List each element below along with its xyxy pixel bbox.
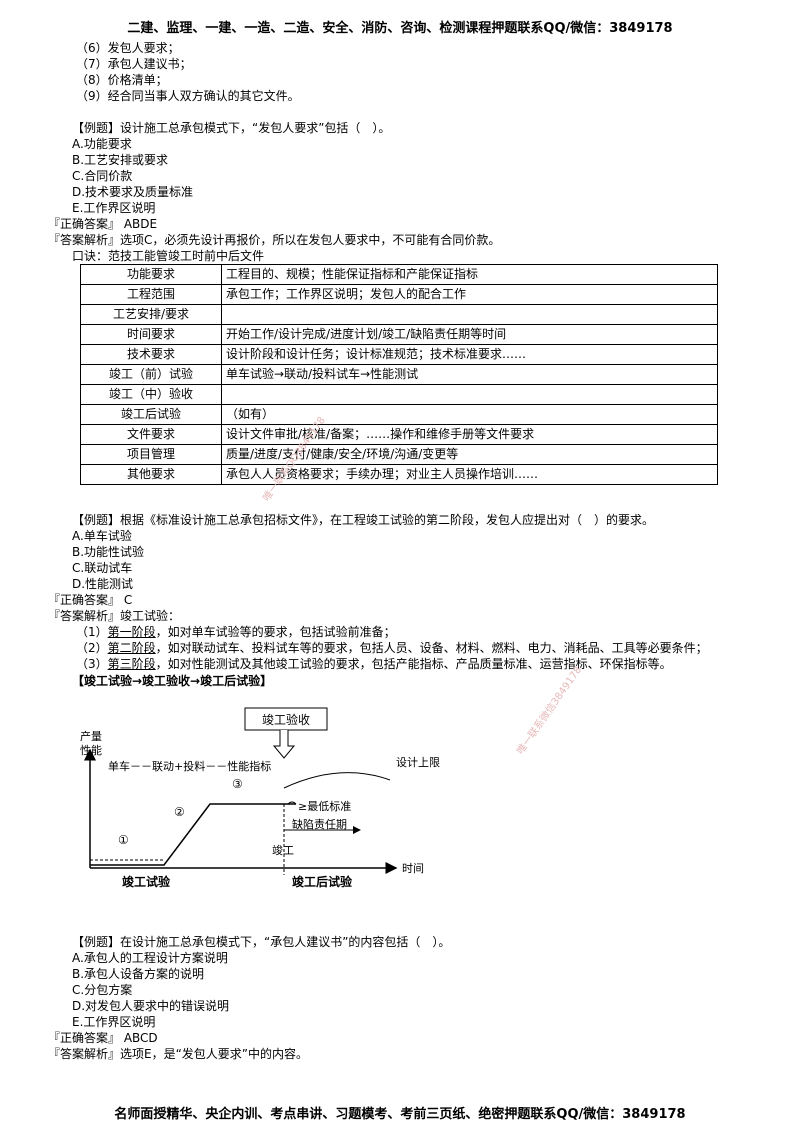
q2-option: A.单车试验 <box>72 529 132 543</box>
stage-line: （1）第一阶段，如对单车试验等的要求，包括试验前准备； <box>76 624 396 640</box>
q1-option: D.技术要求及质量标准 <box>72 185 194 199</box>
list-item: （9）经合同当事人双方确认的其它文件。 <box>76 89 300 103</box>
stage-name: 第三阶段 <box>107 657 156 671</box>
pre-test-label: 竣工试验 <box>122 874 171 889</box>
stage-number: （3） <box>76 657 108 671</box>
table-row: 竣工（前）试验 单车试验→联动/投料试车→性能测试 <box>80 364 718 385</box>
table-value: 承包人人员资格要求；手续办理；对业主人员操作培训…… <box>221 464 718 485</box>
sequence-label: 单车－－联动+投料－－性能指标 <box>108 759 271 773</box>
page-header: 二建、监理、一建、一造、二造、安全、消防、咨询、检测课程押题联系QQ/微信：38… <box>127 21 673 36</box>
stage-line: （3）第三阶段，如对性能测试及其他竣工试验的要求，包括产能指标、产品质量标准、运… <box>76 656 672 672</box>
design-limit-curve <box>283 772 391 789</box>
table-key: 项目管理 <box>80 444 222 465</box>
q2-option: C.联动试车 <box>72 561 133 575</box>
q2-question: 【例题】根据《标准设计施工总承包招标文件》，在工程竣工试验的第二阶段，发包人应提… <box>72 513 655 527</box>
stage-text: ，如对联动试车、投料试车等的要求，包括人员、设备、材料、燃料、电力、消耗品、工具… <box>155 641 708 655</box>
table-key: 技术要求 <box>80 344 222 365</box>
table-row: 竣工（中）验收 <box>80 384 718 405</box>
completion-label: 竣工 <box>272 843 294 857</box>
q3-analysis: 『答案解析』选项E，是“发包人要求”中的内容。 <box>48 1047 309 1061</box>
table-key: 竣工后试验 <box>80 404 222 425</box>
mnemonic: 口诀：范技工能管竣工时前中后文件 <box>72 249 265 263</box>
table-row: 其他要求 承包人人员资格要求；手续办理；对业主人员操作培训…… <box>80 464 718 485</box>
table-value: 工程目的、规模；性能保证指标和产能保证指标 <box>221 264 718 285</box>
down-arrow-icon <box>272 730 296 759</box>
q2-option: D.性能测试 <box>72 577 134 591</box>
table-row: 项目管理 质量/进度/支付/健康/安全/环境/沟通/变更等 <box>80 444 718 465</box>
table-row: 功能要求 工程目的、规模；性能保证指标和产能保证指标 <box>80 264 718 285</box>
design-limit-label: 设计上限 <box>396 756 440 769</box>
y-axis-label: 性能 <box>80 743 102 757</box>
table-value: （如有） <box>221 404 718 425</box>
q3-answer: 『正确答案』 ABCD <box>48 1031 158 1045</box>
table-row: 时间要求 开始工作/设计完成/进度计划/竣工/缺陷责任期等时间 <box>80 324 718 345</box>
stage-line: （2）第二阶段，如对联动试车、投料试车等的要求，包括人员、设备、材料、燃料、电力… <box>76 640 708 656</box>
table-key: 其他要求 <box>80 464 222 485</box>
q1-analysis: 『答案解析』选项C，必须先设计再报价，所以在发包人要求中，不可能有合同价款。 <box>48 233 501 247</box>
q1-option: B.工艺安排或要求 <box>72 153 169 167</box>
table-value: 承包工作；工作界区说明；发包人的配合工作 <box>221 284 718 305</box>
table-key: 竣工（中）验收 <box>80 384 222 405</box>
table-row: 技术要求 设计阶段和设计任务；设计标准规范；技术标准要求…… <box>80 344 718 365</box>
table-key: 功能要求 <box>80 264 222 285</box>
circle-label-2: ② <box>174 805 185 819</box>
min-standard-mark <box>287 801 297 805</box>
table-row: 竣工后试验 （如有） <box>80 404 718 425</box>
circle-label-3: ③ <box>232 777 243 791</box>
table-row: 文件要求 设计文件审批/核准/备案；……操作和维修手册等文件要求 <box>80 424 718 445</box>
q3-option: E.工作界区说明 <box>72 1015 156 1029</box>
circle-label-1: ① <box>118 833 129 847</box>
watermark: 唯一联系微信3849178 <box>515 664 585 757</box>
q1-option: C.合同价款 <box>72 169 133 183</box>
q1-question: 【例题】设计施工总承包模式下，“发包人要求”包括（ ）。 <box>72 121 391 135</box>
list-item: （7）承包人建议书； <box>76 57 192 71</box>
stage-name: 第二阶段 <box>107 641 156 655</box>
table-value: 设计阶段和设计任务；设计标准规范；技术标准要求…… <box>221 344 718 365</box>
q3-option: B.承包人设备方案的说明 <box>72 967 205 981</box>
performance-line <box>90 803 284 866</box>
q3-option: A.承包人的工程设计方案说明 <box>72 951 228 965</box>
q1-option: E.工作界区说明 <box>72 201 156 215</box>
acceptance-box-label: 竣工验收 <box>262 712 310 727</box>
page-footer: 名师面授精华、央企内训、考点串讲、习题模考、考前三页纸、绝密押题联系QQ/微信：… <box>114 1107 686 1122</box>
y-axis-label: 产量 <box>80 729 102 743</box>
stage-text: ，如对单车试验等的要求，包括试验前准备； <box>155 625 396 639</box>
flow-title: 【竣工试验→竣工验收→竣工后试验】 <box>72 674 273 688</box>
min-standard-label: ≥最低标准 <box>298 799 351 813</box>
table-key: 工艺安排/要求 <box>80 304 222 325</box>
table-row: 工程范围 承包工作；工作界区说明；发包人的配合工作 <box>80 284 718 305</box>
table-row: 工艺安排/要求 <box>80 304 718 325</box>
post-test-label: 竣工后试验 <box>292 874 353 889</box>
acceptance-diagram: 竣工验收 产量 性能 单车－－联动+投料－－性能指标 ③ ② ① 设计上限 ≥最… <box>80 707 440 889</box>
table-value: 单车试验→联动/投料试车→性能测试 <box>221 364 718 385</box>
stage-text: ，如对性能测试及其他竣工试验的要求，包括产能指标、产品质量标准、运营指标、环保指… <box>155 657 672 671</box>
table-key: 时间要求 <box>80 324 222 345</box>
stage-number: （1） <box>76 625 108 639</box>
list-item: （8）价格清单； <box>76 73 168 87</box>
table-value <box>221 384 718 405</box>
table-value <box>221 304 718 325</box>
q3-question: 【例题】在设计施工总承包模式下，“承包人建议书”的内容包括（ ）。 <box>72 935 451 949</box>
table-key: 文件要求 <box>80 424 222 445</box>
q3-option: C.分包方案 <box>72 983 133 997</box>
requirements-table: 功能要求 工程目的、规模；性能保证指标和产能保证指标 工程范围 承包工作；工作界区说… <box>80 264 718 485</box>
table-value: 开始工作/设计完成/进度计划/竣工/缺陷责任期等时间 <box>221 324 718 345</box>
q1-answer: 『正确答案』 ABDE <box>48 217 158 231</box>
time-axis-label: 时间 <box>402 862 424 875</box>
q2-analysis: 『答案解析』竣工试验： <box>48 609 181 623</box>
table-key: 工程范围 <box>80 284 222 305</box>
q2-answer: 『正确答案』 C <box>48 593 133 607</box>
table-key: 竣工（前）试验 <box>80 364 222 385</box>
q1-option: A.功能要求 <box>72 137 132 151</box>
list-item: （6）发包人要求； <box>76 41 180 55</box>
q3-option: D.对发包人要求中的错误说明 <box>72 999 230 1013</box>
stage-number: （2） <box>76 641 108 655</box>
q2-option: B.功能性试验 <box>72 545 145 559</box>
defect-period-label: 缺陷责任期 <box>292 817 347 831</box>
stage-name: 第一阶段 <box>107 625 156 639</box>
